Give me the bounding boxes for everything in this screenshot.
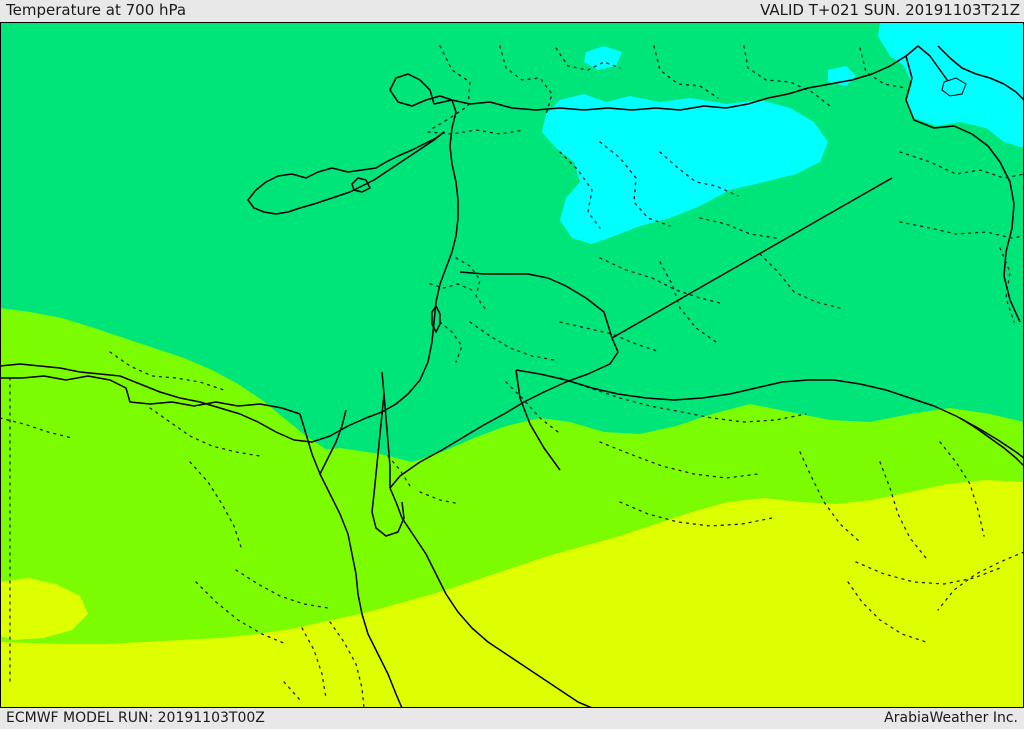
footer-bar: ECMWF MODEL RUN: 20191103T00Z ArabiaWeat… — [0, 708, 1024, 729]
header-bar: Temperature at 700 hPa VALID T+021 SUN. … — [0, 0, 1024, 22]
valid-time-label: VALID T+021 SUN. 20191103T21Z — [760, 1, 1020, 19]
water-bodies — [941, 77, 967, 97]
forecast-map[interactable] — [0, 22, 1024, 708]
internal-boundaries — [0, 45, 1024, 708]
band-yellow-green — [0, 480, 1024, 708]
model-run-label: ECMWF MODEL RUN: 20191103T00Z — [6, 710, 265, 726]
page-title: Temperature at 700 hPa — [6, 1, 187, 19]
map-canvas[interactable] — [0, 22, 1024, 708]
national-borders — [0, 45, 1024, 708]
brand-label: ArabiaWeather Inc. — [884, 710, 1018, 726]
